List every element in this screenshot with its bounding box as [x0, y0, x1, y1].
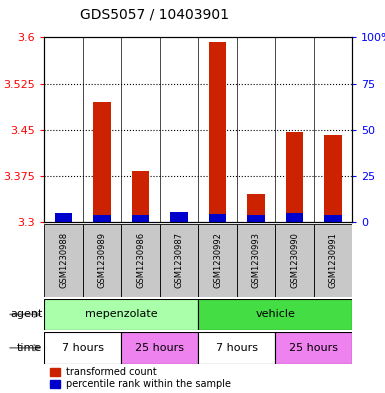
Text: time: time	[17, 343, 42, 353]
Text: GSM1230987: GSM1230987	[174, 232, 184, 288]
Bar	[209, 214, 226, 222]
Bar	[160, 224, 198, 297]
Text: mepenzolate: mepenzolate	[85, 309, 157, 320]
Bar	[237, 224, 275, 297]
Bar	[286, 213, 303, 222]
Bar	[170, 213, 188, 222]
Text: GSM1230991: GSM1230991	[328, 232, 338, 288]
Bar	[198, 224, 237, 297]
Text: 7 hours: 7 hours	[216, 343, 258, 353]
Bar	[44, 299, 198, 330]
Bar	[121, 224, 160, 297]
Bar	[50, 367, 60, 376]
Bar	[44, 224, 83, 297]
Bar	[44, 332, 121, 364]
Bar	[94, 102, 111, 222]
Text: 7 hours: 7 hours	[62, 343, 104, 353]
Text: 25 hours: 25 hours	[289, 343, 338, 353]
Text: percentile rank within the sample: percentile rank within the sample	[66, 379, 231, 389]
Text: GSM1230993: GSM1230993	[251, 232, 261, 288]
Bar	[94, 215, 111, 222]
Bar	[55, 217, 72, 222]
Text: GSM1230989: GSM1230989	[97, 232, 107, 288]
Bar	[83, 224, 121, 297]
Text: GSM1230986: GSM1230986	[136, 232, 145, 288]
Bar	[121, 332, 198, 364]
Text: GSM1230990: GSM1230990	[290, 232, 299, 288]
Text: GDS5057 / 10403901: GDS5057 / 10403901	[79, 7, 229, 22]
Text: GSM1230988: GSM1230988	[59, 232, 68, 288]
Bar	[314, 224, 352, 297]
Text: transformed count: transformed count	[66, 367, 157, 376]
Bar	[55, 213, 72, 222]
Text: vehicle: vehicle	[255, 309, 295, 320]
Bar	[132, 215, 149, 222]
Bar	[198, 332, 275, 364]
Bar	[325, 135, 342, 222]
Bar	[248, 215, 265, 222]
Bar	[275, 332, 352, 364]
Text: 25 hours: 25 hours	[135, 343, 184, 353]
Bar	[170, 212, 188, 222]
Bar	[132, 171, 149, 222]
Bar	[275, 224, 314, 297]
Bar	[325, 215, 342, 222]
Bar	[286, 132, 303, 222]
Bar	[209, 42, 226, 222]
Text: agent: agent	[10, 309, 42, 320]
Bar	[50, 380, 60, 388]
Bar	[248, 194, 265, 222]
Bar	[198, 299, 352, 330]
Text: GSM1230992: GSM1230992	[213, 232, 222, 288]
